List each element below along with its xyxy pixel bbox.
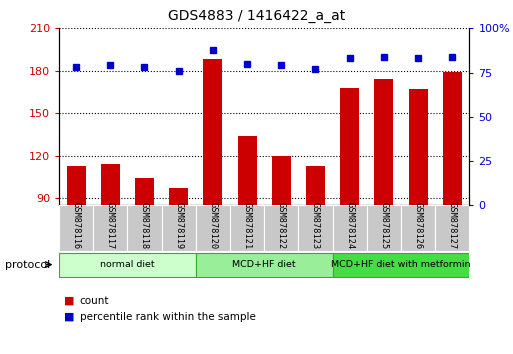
Bar <box>238 136 256 205</box>
Text: ■: ■ <box>64 312 74 322</box>
Bar <box>67 166 86 205</box>
Bar <box>169 188 188 205</box>
Bar <box>299 205 332 251</box>
Bar <box>374 79 393 205</box>
Text: normal diet: normal diet <box>100 260 155 269</box>
Text: percentile rank within the sample: percentile rank within the sample <box>80 312 255 322</box>
Bar <box>93 205 127 251</box>
Text: GSM878125: GSM878125 <box>380 202 388 250</box>
Text: count: count <box>80 296 109 306</box>
Text: ■: ■ <box>64 296 74 306</box>
Text: GSM878117: GSM878117 <box>106 202 115 250</box>
Text: protocol: protocol <box>5 259 50 270</box>
Text: GSM878122: GSM878122 <box>277 202 286 250</box>
Text: GDS4883 / 1416422_a_at: GDS4883 / 1416422_a_at <box>168 9 345 23</box>
Text: GSM878123: GSM878123 <box>311 202 320 250</box>
Bar <box>162 205 196 251</box>
Bar <box>127 205 162 251</box>
Bar <box>264 205 299 251</box>
Text: GSM878116: GSM878116 <box>72 202 81 250</box>
Bar <box>196 205 230 251</box>
Bar <box>59 205 93 251</box>
Bar <box>409 89 427 205</box>
Bar <box>135 178 154 205</box>
Bar <box>401 205 435 251</box>
Bar <box>306 166 325 205</box>
Text: GSM878121: GSM878121 <box>243 202 251 250</box>
Text: MCD+HF diet: MCD+HF diet <box>232 260 296 269</box>
Bar <box>435 205 469 251</box>
Bar <box>443 72 462 205</box>
Text: GSM878120: GSM878120 <box>208 202 218 250</box>
Bar <box>101 164 120 205</box>
Bar <box>332 205 367 251</box>
Bar <box>230 205 264 251</box>
Bar <box>332 253 469 276</box>
Bar <box>204 59 222 205</box>
Text: GSM878124: GSM878124 <box>345 202 354 250</box>
Text: GSM878119: GSM878119 <box>174 202 183 250</box>
Text: GSM878127: GSM878127 <box>448 202 457 250</box>
Bar <box>272 156 291 205</box>
Bar <box>196 253 332 276</box>
Text: GSM878118: GSM878118 <box>140 202 149 250</box>
Bar <box>367 205 401 251</box>
Bar <box>340 88 359 205</box>
Bar <box>59 253 196 276</box>
Text: GSM878126: GSM878126 <box>413 202 423 250</box>
Text: MCD+HF diet with metformin: MCD+HF diet with metformin <box>331 260 471 269</box>
